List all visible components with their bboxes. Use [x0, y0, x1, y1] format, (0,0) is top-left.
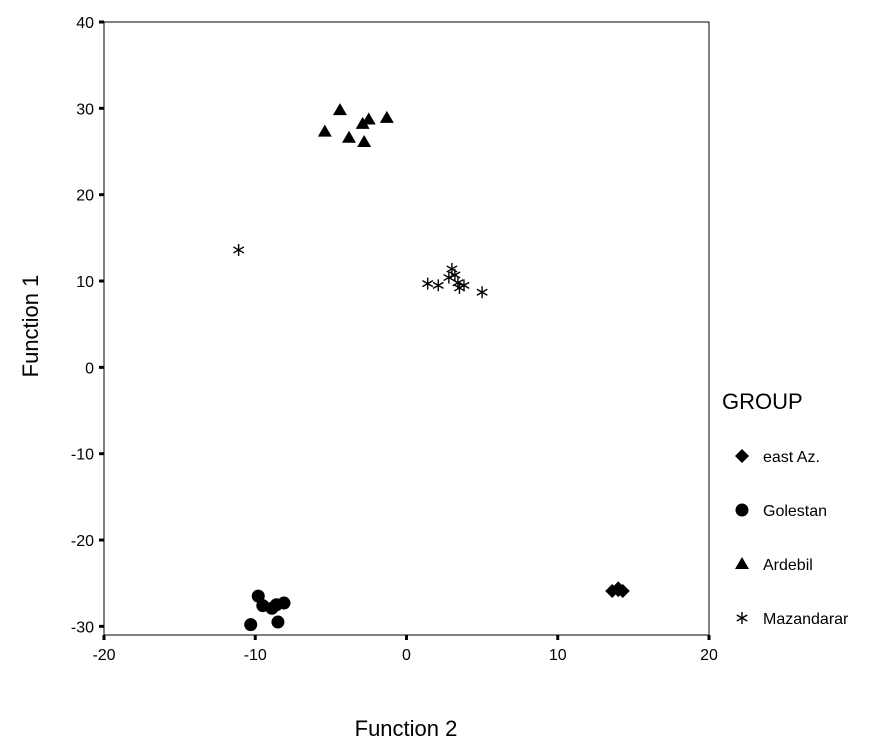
series-east-az — [605, 581, 630, 598]
legend-label: Ardebil — [763, 557, 813, 574]
triangle-point — [342, 130, 357, 143]
asterisk-point — [432, 279, 444, 292]
axis-ticks: -20 -10 0 10 20 -30 -20 -10 0 10 20 30 40 — [71, 15, 718, 664]
asterisk-stroke — [736, 614, 748, 622]
legend-diamond-icon — [735, 449, 749, 463]
legend: east Az. Golestan Ardebil Mazandarar — [735, 449, 849, 628]
y-tick-label: 0 — [85, 360, 94, 377]
asterisk-stroke — [458, 281, 470, 289]
y-tick-label: -10 — [71, 447, 94, 464]
asterisk-stroke — [432, 281, 444, 289]
x-tick-label: -10 — [244, 647, 267, 664]
legend-item: Ardebil — [735, 557, 813, 574]
asterisk-stroke — [233, 246, 245, 254]
triangle-point — [379, 110, 394, 123]
x-tick-label: 0 — [402, 647, 411, 664]
triangle-point — [355, 116, 370, 129]
x-tick-label: 20 — [700, 647, 718, 664]
legend-item: Mazandarar — [736, 611, 849, 628]
asterisk-point — [422, 277, 434, 290]
asterisk-point — [233, 243, 245, 256]
series-golestan — [244, 589, 291, 632]
asterisk-stroke — [476, 288, 488, 296]
circle-point — [277, 596, 291, 610]
series-mazandaran — [233, 243, 488, 299]
y-axis-title: Function 1 — [18, 275, 43, 378]
y-tick-label: 20 — [76, 188, 94, 205]
asterisk-stroke — [443, 273, 455, 282]
y-tick-label: -20 — [71, 533, 94, 550]
legend-label: east Az. — [763, 449, 820, 466]
x-axis-title: Function 2 — [355, 716, 458, 741]
series-ardebil — [317, 103, 394, 148]
y-tick-label: 30 — [76, 101, 94, 118]
asterisk-point — [458, 279, 470, 292]
circle-point — [271, 615, 285, 629]
legend-label: Mazandarar — [763, 611, 849, 628]
x-tick-label: 10 — [549, 647, 567, 664]
x-tick-label: -20 — [92, 647, 115, 664]
circle-point — [244, 618, 258, 632]
legend-label: Golestan — [763, 503, 827, 520]
asterisk-point — [476, 286, 488, 299]
legend-triangle-icon — [735, 557, 749, 569]
legend-item: Golestan — [735, 503, 827, 520]
plot-border — [103, 21, 710, 636]
y-tick-label: 40 — [76, 15, 94, 32]
triangle-point — [357, 135, 372, 148]
legend-item: east Az. — [735, 449, 820, 466]
asterisk-point — [443, 271, 455, 284]
triangle-point — [361, 112, 376, 125]
triangle-point — [317, 124, 332, 137]
y-tick-label: 10 — [76, 274, 94, 291]
legend-title: GROUP — [722, 389, 803, 414]
triangle-point — [332, 103, 347, 116]
legend-circle-icon — [735, 503, 749, 517]
legend-asterisk-icon — [736, 612, 748, 624]
y-tick-label: -30 — [71, 619, 94, 636]
data-points — [233, 103, 630, 632]
plot-area — [103, 21, 710, 636]
asterisk-stroke — [446, 265, 458, 273]
asterisk-stroke — [449, 271, 461, 279]
diamond-point — [611, 583, 626, 598]
asterisk-stroke — [422, 279, 434, 288]
